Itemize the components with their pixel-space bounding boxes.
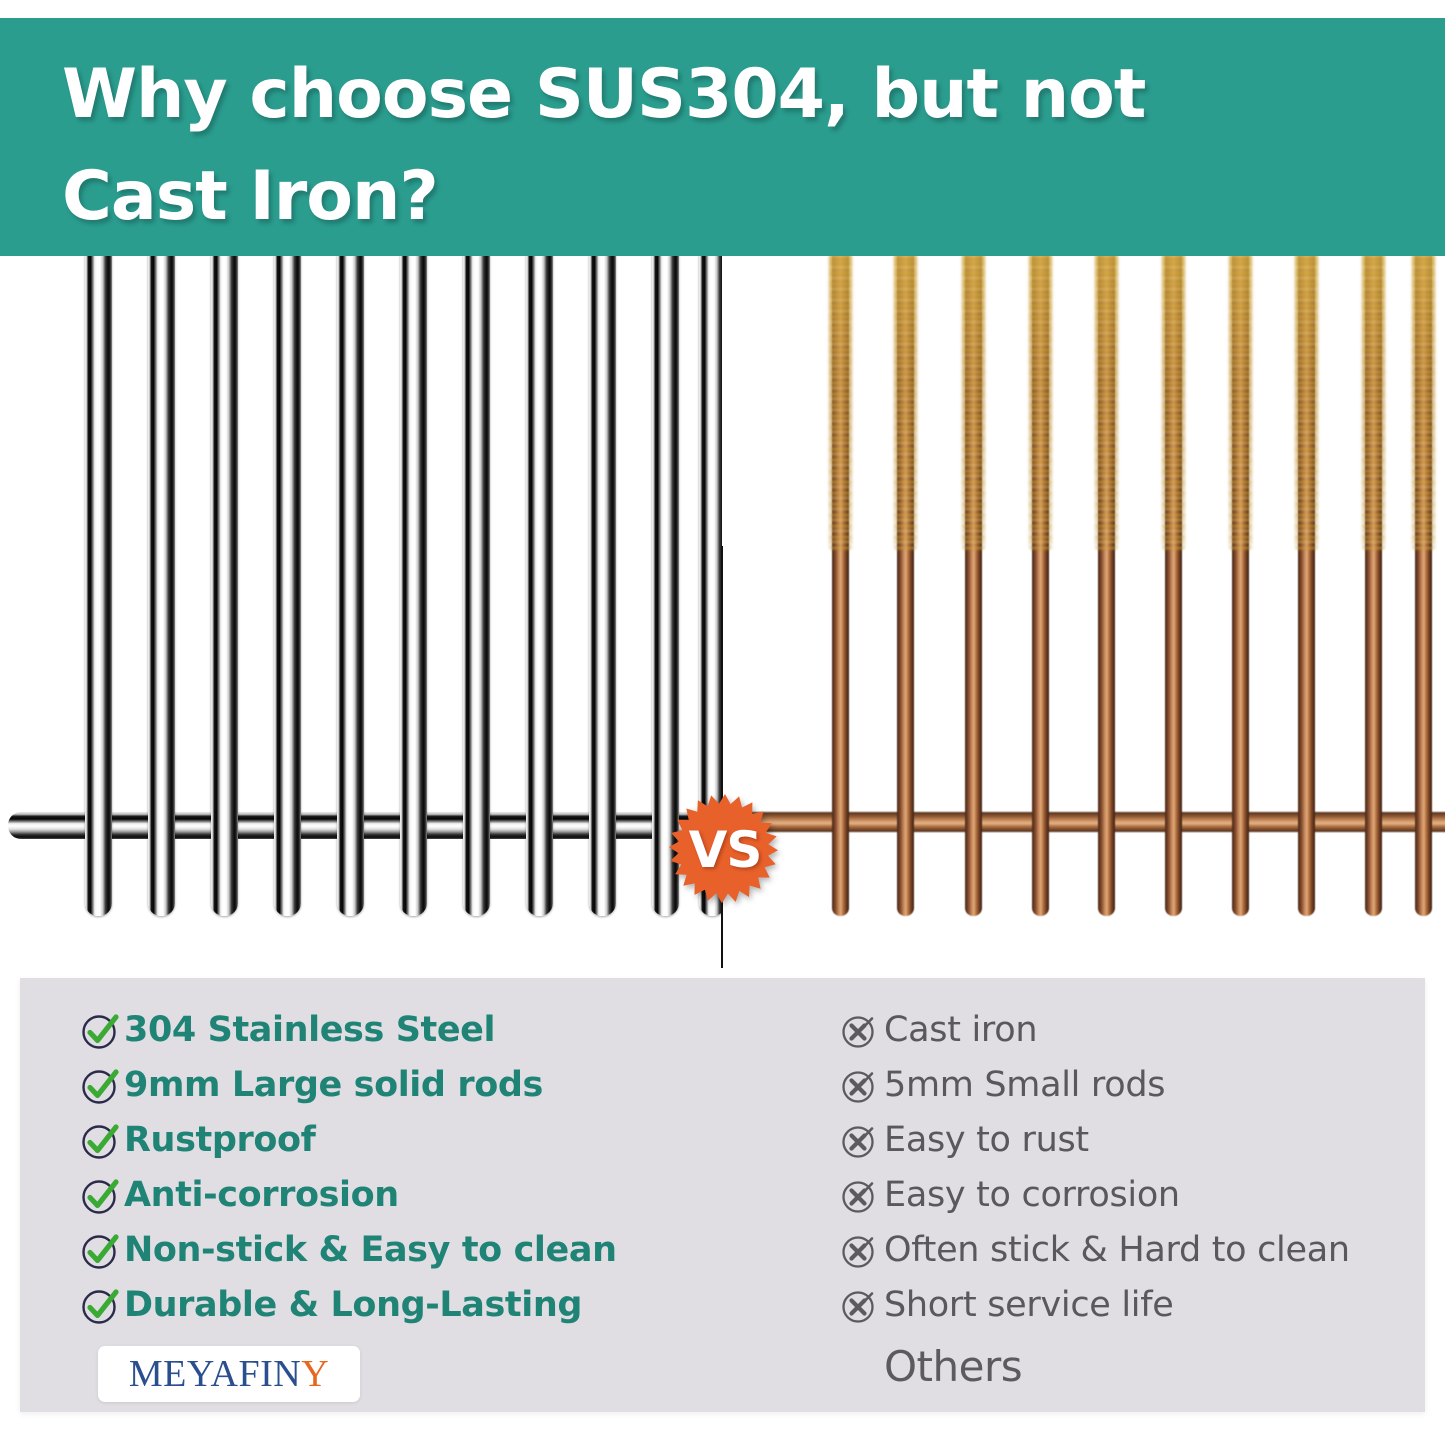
rust-rod: [1298, 256, 1315, 916]
list-item-label: Short service life: [884, 1284, 1174, 1325]
page-title: Why choose SUS304, but not Cast Iron?: [62, 55, 1146, 236]
rust-crossbar: [722, 812, 1445, 832]
list-item: 5mm Small rods: [838, 1057, 1398, 1112]
pro-feature-column: 304 Stainless Steel 9mm Large solid rods…: [78, 1002, 718, 1332]
rust-rod: [1165, 256, 1182, 916]
cross-circle-icon: [838, 1282, 884, 1328]
cross-circle-icon: [838, 1227, 884, 1273]
list-item: Easy to corrosion: [838, 1167, 1398, 1222]
check-circle-icon: [78, 1007, 124, 1053]
steel-rod: [699, 256, 722, 916]
list-item: Short service life: [838, 1277, 1398, 1332]
stainless-steel-grate-image: [0, 256, 722, 968]
steel-rod: [526, 256, 553, 916]
product-photo-zone: VS: [0, 256, 1445, 968]
check-circle-icon: [78, 1117, 124, 1163]
list-item-label: Easy to corrosion: [884, 1174, 1180, 1215]
brand-logo-main: MEYAFIN: [128, 1353, 302, 1395]
rust-rod: [1032, 256, 1049, 916]
cross-circle-icon: [838, 1062, 884, 1108]
steel-rod: [274, 256, 301, 916]
rust-rod: [1232, 256, 1249, 916]
comparison-panel: 304 Stainless Steel 9mm Large solid rods…: [20, 978, 1425, 1412]
list-item-label: 304 Stainless Steel: [124, 1009, 496, 1050]
check-circle-icon: [78, 1062, 124, 1108]
steel-rod: [463, 256, 490, 916]
con-feature-column: Cast iron 5mm Small rods Easy to rust Ea…: [838, 1002, 1398, 1332]
steel-rod: [211, 256, 238, 916]
steel-rod: [400, 256, 427, 916]
list-item-label: Durable & Long-Lasting: [124, 1284, 583, 1325]
check-circle-icon: [78, 1172, 124, 1218]
steel-rod: [652, 256, 679, 916]
vs-badge: VS: [666, 792, 784, 910]
rust-rod: [965, 256, 982, 916]
list-item: 9mm Large solid rods: [78, 1057, 718, 1112]
rust-rod: [1415, 256, 1432, 916]
list-item: Anti-corrosion: [78, 1167, 718, 1222]
list-item-label: Often stick & Hard to clean: [884, 1229, 1350, 1270]
steel-rod: [337, 256, 364, 916]
cross-circle-icon: [838, 1172, 884, 1218]
starburst-icon: [668, 794, 778, 904]
brand-logo-accent: Y: [301, 1353, 330, 1395]
list-item: Often stick & Hard to clean: [838, 1222, 1398, 1277]
header-banner: Why choose SUS304, but not Cast Iron?: [0, 18, 1445, 256]
list-item-label: Anti-corrosion: [124, 1174, 399, 1215]
others-label: Others: [884, 1342, 1023, 1391]
vs-label: VS: [688, 820, 763, 879]
steel-rod: [148, 256, 175, 916]
rust-rod: [1098, 256, 1115, 916]
cross-circle-icon: [838, 1007, 884, 1053]
rust-rod: [1365, 256, 1382, 916]
center-divider-line: [721, 546, 723, 968]
rust-rod: [832, 256, 849, 916]
list-item: Rustproof: [78, 1112, 718, 1167]
list-item: Easy to rust: [838, 1112, 1398, 1167]
list-item: Cast iron: [838, 1002, 1398, 1057]
steel-rod: [589, 256, 616, 916]
list-item-label: Cast iron: [884, 1009, 1038, 1050]
list-item-label: 5mm Small rods: [884, 1064, 1166, 1105]
list-item-label: Non-stick & Easy to clean: [124, 1229, 617, 1270]
check-circle-icon: [78, 1282, 124, 1328]
list-item: Durable & Long-Lasting: [78, 1277, 718, 1332]
cross-circle-icon: [838, 1117, 884, 1163]
list-item-label: 9mm Large solid rods: [124, 1064, 543, 1105]
list-item-label: Easy to rust: [884, 1119, 1089, 1160]
brand-logo-text: MEYAFINY: [129, 1354, 329, 1394]
list-item: 304 Stainless Steel: [78, 1002, 718, 1057]
check-circle-icon: [78, 1227, 124, 1273]
list-item: Non-stick & Easy to clean: [78, 1222, 718, 1277]
steel-rod: [85, 256, 112, 916]
list-item-label: Rustproof: [124, 1119, 316, 1160]
cast-iron-grate-image: [722, 256, 1445, 968]
rust-rod: [897, 256, 914, 916]
brand-logo-badge: MEYAFINY: [98, 1346, 360, 1402]
